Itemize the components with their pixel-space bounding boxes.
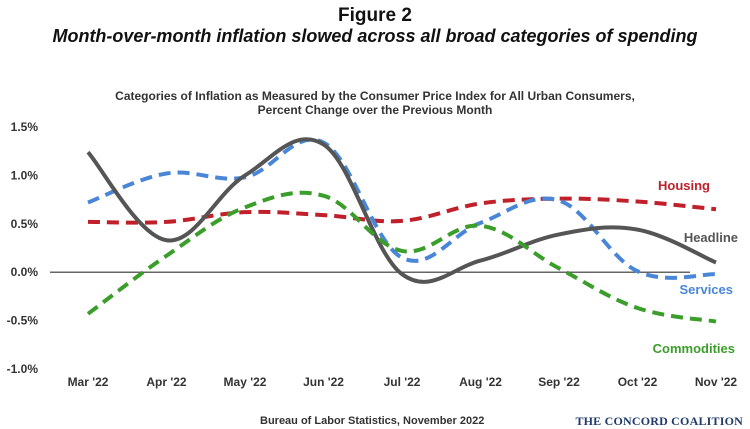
x-tick-label: Aug '22 bbox=[459, 375, 502, 389]
x-tick-label: Apr '22 bbox=[146, 375, 187, 389]
y-tick-label: 0.0% bbox=[11, 265, 39, 279]
y-tick-label: 1.0% bbox=[11, 168, 39, 182]
series-labels: Housing Services Headline Commodities bbox=[653, 178, 738, 356]
y-tick-label: -0.5% bbox=[7, 314, 39, 328]
y-tick-label: 1.5% bbox=[11, 120, 39, 134]
chart-title-block: Categories of Inflation as Measured by t… bbox=[0, 89, 750, 117]
figure-label: Figure 2 bbox=[338, 5, 412, 26]
series-label-services: Services bbox=[680, 282, 734, 297]
y-tick-label: 0.5% bbox=[11, 217, 39, 231]
figure-title: Month-over-month inflation slowed across… bbox=[52, 26, 698, 46]
x-tick-label: May '22 bbox=[224, 375, 267, 389]
y-axis: -1.0% -0.5% 0.0% 0.5% 1.0% 1.5% bbox=[7, 120, 39, 376]
series-line-services bbox=[87, 137, 717, 280]
organization-logo: THE CONCORD COALITION bbox=[575, 414, 743, 428]
x-tick-label: Nov '22 bbox=[695, 375, 738, 389]
x-tick-label: Jun '22 bbox=[303, 375, 344, 389]
source-note: Bureau of Labor Statistics, November 202… bbox=[260, 415, 485, 427]
y-tick-label: -1.0% bbox=[7, 362, 39, 376]
series-line-commodities bbox=[86, 190, 717, 324]
x-tick-label: Oct '22 bbox=[618, 375, 658, 389]
series-lines bbox=[86, 137, 717, 324]
x-tick-label: Sep '22 bbox=[538, 375, 580, 389]
x-axis: Mar '22 Apr '22 May '22 Jun '22 Jul '22 Aug '… bbox=[68, 375, 738, 389]
x-tick-label: Jul '22 bbox=[384, 375, 421, 389]
series-line-housing bbox=[87, 196, 717, 225]
series-label-headline: Headline bbox=[684, 230, 738, 245]
x-tick-label: Mar '22 bbox=[68, 375, 109, 389]
series-line-headline bbox=[86, 137, 717, 284]
series-label-commodities: Commodities bbox=[653, 341, 735, 356]
chart-title: Categories of Inflation as Measured by t… bbox=[115, 89, 635, 103]
chart-subtitle: Percent Change over the Previous Month bbox=[257, 103, 493, 117]
series-label-housing: Housing bbox=[658, 178, 710, 193]
